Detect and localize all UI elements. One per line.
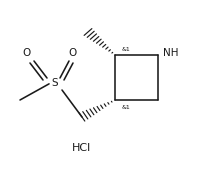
Text: NH: NH bbox=[163, 48, 179, 58]
Text: S: S bbox=[52, 78, 58, 88]
Text: O: O bbox=[23, 48, 31, 58]
Text: &1: &1 bbox=[122, 105, 131, 110]
Text: &1: &1 bbox=[122, 47, 131, 52]
Text: HCl: HCl bbox=[72, 143, 92, 153]
Text: O: O bbox=[69, 48, 77, 58]
